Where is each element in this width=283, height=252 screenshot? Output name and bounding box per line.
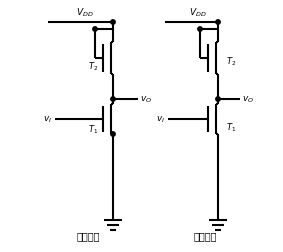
Text: $T_2$: $T_2$ [226, 55, 236, 67]
Text: $v_I$: $v_I$ [156, 114, 165, 125]
Circle shape [198, 28, 202, 32]
Circle shape [111, 98, 115, 102]
Circle shape [93, 28, 97, 32]
Text: $v_I$: $v_I$ [43, 114, 52, 125]
Circle shape [216, 98, 220, 102]
Text: $T_2$: $T_2$ [88, 60, 98, 72]
Text: $V_{DD}$: $V_{DD}$ [76, 7, 94, 19]
Text: $T_1$: $T_1$ [88, 122, 98, 135]
Text: 实际电路: 实际电路 [76, 230, 100, 240]
Text: $v_O$: $v_O$ [140, 94, 152, 105]
Text: $v_O$: $v_O$ [242, 94, 254, 105]
Circle shape [216, 21, 220, 25]
Text: $T_1$: $T_1$ [226, 120, 236, 133]
Text: 简化电路: 简化电路 [193, 230, 217, 240]
Circle shape [111, 132, 115, 137]
Text: $V_{DD}$: $V_{DD}$ [189, 7, 207, 19]
Circle shape [111, 21, 115, 25]
